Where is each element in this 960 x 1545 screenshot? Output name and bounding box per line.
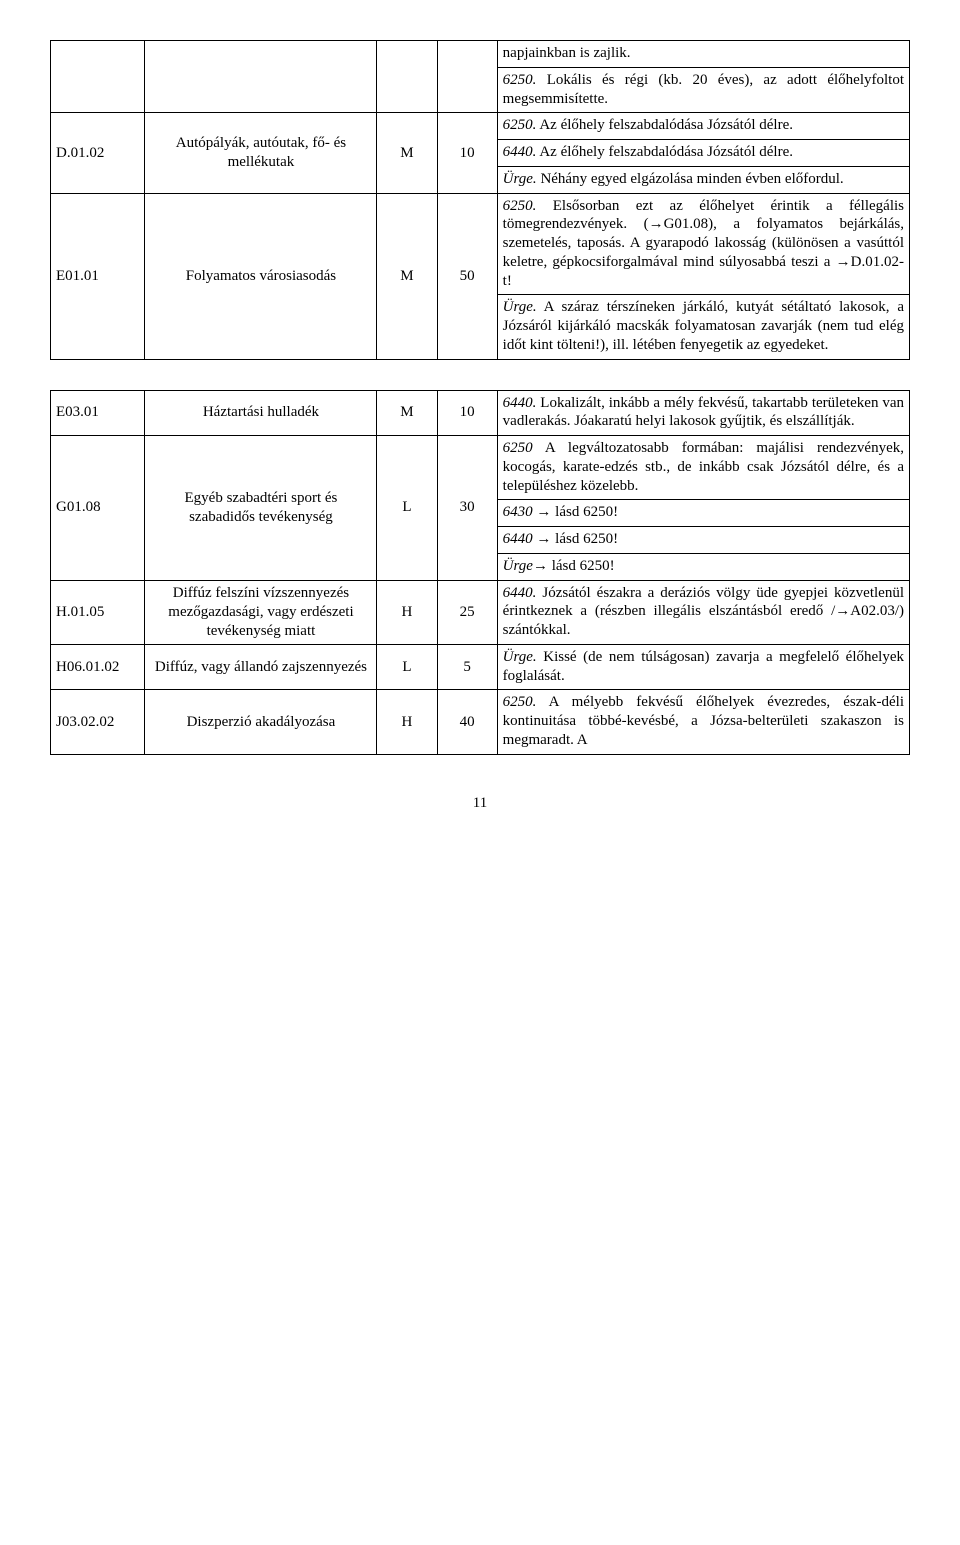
row-code: G01.08 xyxy=(51,436,145,581)
row-desc: 6250. A mélyebb fekvésű élőhelyek évezre… xyxy=(497,690,909,754)
row-col-n: 10 xyxy=(437,390,497,436)
row-col-m: H xyxy=(377,690,437,754)
row-col-m: L xyxy=(377,436,437,581)
row-name: Autópályák, autóutak, fő- és mellékutak xyxy=(145,113,377,193)
row-desc: 6440. Az élőhely felszabdalódása Józsátó… xyxy=(497,140,909,167)
row-col-m: L xyxy=(377,644,437,690)
row-desc: Ürge. Kissé (de nem túlságosan) zavarja … xyxy=(497,644,909,690)
row-code: H06.01.02 xyxy=(51,644,145,690)
row-name xyxy=(145,41,377,113)
row-name: Egyéb szabadtéri sport és szabadidős tev… xyxy=(145,436,377,581)
row-code: E03.01 xyxy=(51,390,145,436)
row-code: H.01.05 xyxy=(51,580,145,644)
row-col-m: M xyxy=(377,113,437,193)
row-code: E01.01 xyxy=(51,193,145,359)
row-name: Diszperzió akadályozása xyxy=(145,690,377,754)
row-desc: 6250. Elsősorban ezt az élőhelyet érinti… xyxy=(497,193,909,295)
row-name: Diffúz, vagy állandó zajszennyezés xyxy=(145,644,377,690)
row-desc: Ürge. Néhány egyed elgázolása minden évb… xyxy=(497,166,909,193)
row-col-n: 5 xyxy=(437,644,497,690)
row-col-n: 30 xyxy=(437,436,497,581)
row-name: Folyamatos városiasodás xyxy=(145,193,377,359)
row-col-n: 40 xyxy=(437,690,497,754)
row-desc: 6250. Lokális és régi (kb. 20 éves), az … xyxy=(497,67,909,113)
row-col-m xyxy=(377,41,437,113)
row-col-m: M xyxy=(377,193,437,359)
row-desc: 6250. Az élőhely felszabdalódása Józsátó… xyxy=(497,113,909,140)
row-col-n xyxy=(437,41,497,113)
page-number: 11 xyxy=(50,795,910,812)
row-col-m: M xyxy=(377,390,437,436)
row-col-m: H xyxy=(377,580,437,644)
row-desc: 6250 A legváltozatosabb formában: majáli… xyxy=(497,436,909,500)
row-col-n: 10 xyxy=(437,113,497,193)
row-desc: napjainkban is zajlik. xyxy=(497,41,909,68)
row-code: D.01.02 xyxy=(51,113,145,193)
table-1: napjainkban is zajlik.6250. Lokális és r… xyxy=(50,40,910,360)
table-2: E03.01Háztartási hulladékM106440. Lokali… xyxy=(50,390,910,755)
row-col-n: 25 xyxy=(437,580,497,644)
row-desc: 6440. Lokalizált, inkább a mély fekvésű,… xyxy=(497,390,909,436)
row-code: J03.02.02 xyxy=(51,690,145,754)
row-col-n: 50 xyxy=(437,193,497,359)
row-desc: Ürge→ lásd 6250! xyxy=(497,553,909,580)
row-desc: 6440. Józsától északra a deráziós völgy … xyxy=(497,580,909,644)
row-code xyxy=(51,41,145,113)
row-desc: 6430 → lásd 6250! xyxy=(497,500,909,527)
row-desc: 6440 → lásd 6250! xyxy=(497,527,909,554)
row-name: Háztartási hulladék xyxy=(145,390,377,436)
row-name: Diffúz felszíni vízszennyezés mezőgazdas… xyxy=(145,580,377,644)
row-desc: Ürge. A száraz térszíneken járkáló, kuty… xyxy=(497,295,909,359)
